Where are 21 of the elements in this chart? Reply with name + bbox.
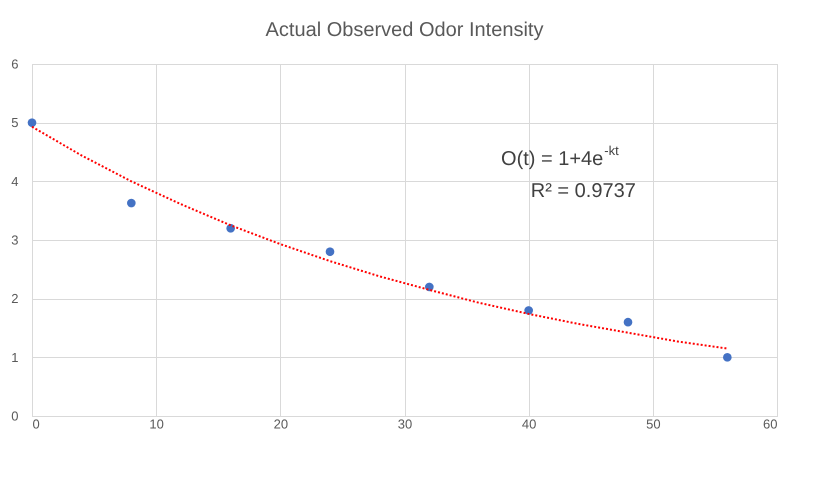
x-tick-label: 50	[646, 416, 661, 432]
x-tick-label: 60	[763, 416, 778, 432]
y-tick-label: 1	[11, 350, 18, 365]
x-tick-label: 40	[522, 416, 536, 432]
y-tick-label: 3	[11, 232, 18, 248]
chart-title: Actual Observed Odor Intensity	[266, 19, 544, 41]
x-tick-label: 30	[398, 416, 412, 432]
point	[624, 318, 632, 326]
y-tick-label: 6	[11, 56, 18, 72]
annotation: R² = 0.9737	[530, 180, 636, 202]
x-tick-label: 20	[274, 416, 288, 432]
y-tick-label: 2	[11, 291, 18, 306]
point	[28, 118, 36, 127]
point	[127, 198, 136, 208]
point	[524, 306, 533, 315]
x-tick-label: 10	[149, 416, 164, 432]
x-tick-label: 0	[32, 416, 40, 432]
point	[326, 247, 334, 256]
y-tick-label: 4	[11, 174, 18, 189]
y-tick-label: 5	[11, 115, 18, 130]
point	[723, 353, 732, 362]
